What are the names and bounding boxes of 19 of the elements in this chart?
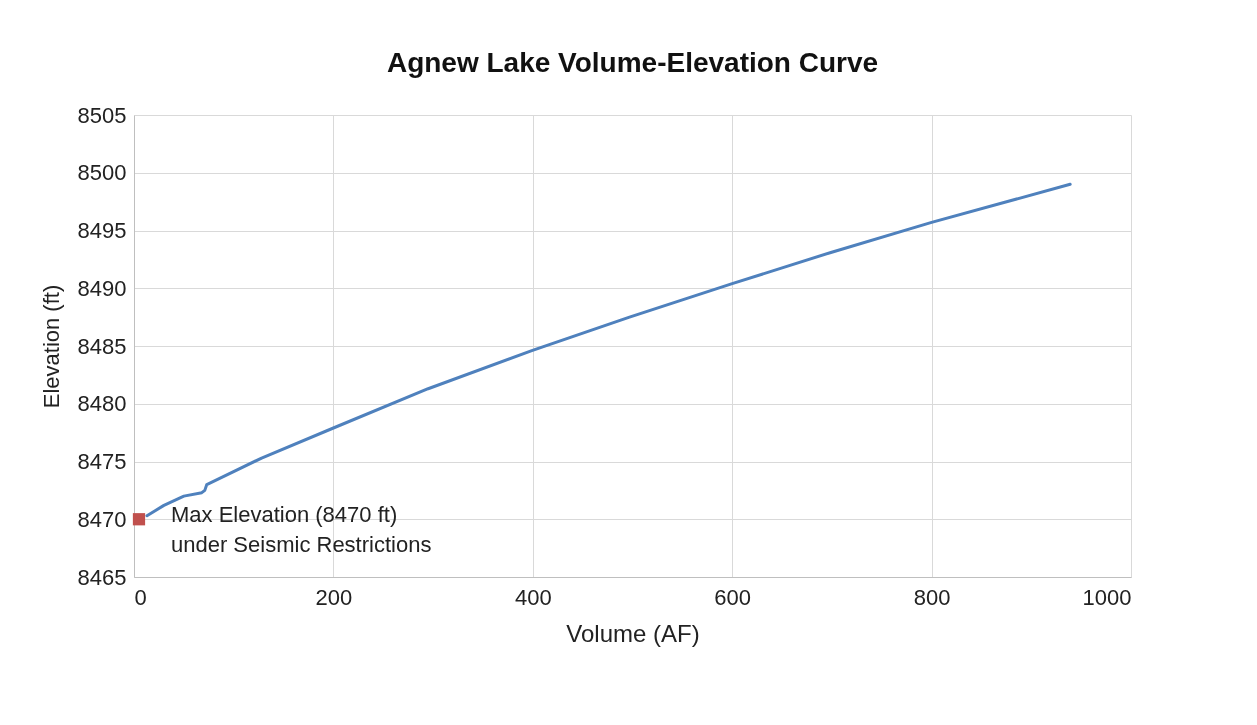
- chart-title: Agnew Lake Volume-Elevation Curve: [386, 47, 879, 78]
- annotation: Max Elevation (8470 ft) under Seismic Restrictions: [170, 502, 432, 558]
- y-tick-label: 8500: [77, 160, 127, 186]
- y-tick-label: 8495: [77, 218, 127, 243]
- y-tick-label: 8465: [77, 564, 127, 590]
- x-tick-label: 0: [134, 584, 147, 610]
- y-tick-label: 8490: [77, 275, 127, 301]
- x-tick-label: 800: [913, 584, 951, 610]
- x-tick-label: 1000: [1082, 584, 1132, 610]
- y-tick-label: 8480: [77, 391, 127, 417]
- y-tick-label: 8475: [77, 449, 127, 474]
- y-tick-label: 8505: [77, 102, 127, 128]
- x-axis-title: Volume (AF): [566, 619, 700, 647]
- x-tick-label: 400: [514, 584, 552, 610]
- y-tick-label: 8485: [77, 333, 127, 359]
- y-axis-title: Elevation (ft): [38, 284, 64, 409]
- y-tick-label: 8470: [77, 506, 127, 532]
- x-tick-label: 200: [315, 584, 353, 610]
- x-tick-label: 600: [714, 584, 752, 610]
